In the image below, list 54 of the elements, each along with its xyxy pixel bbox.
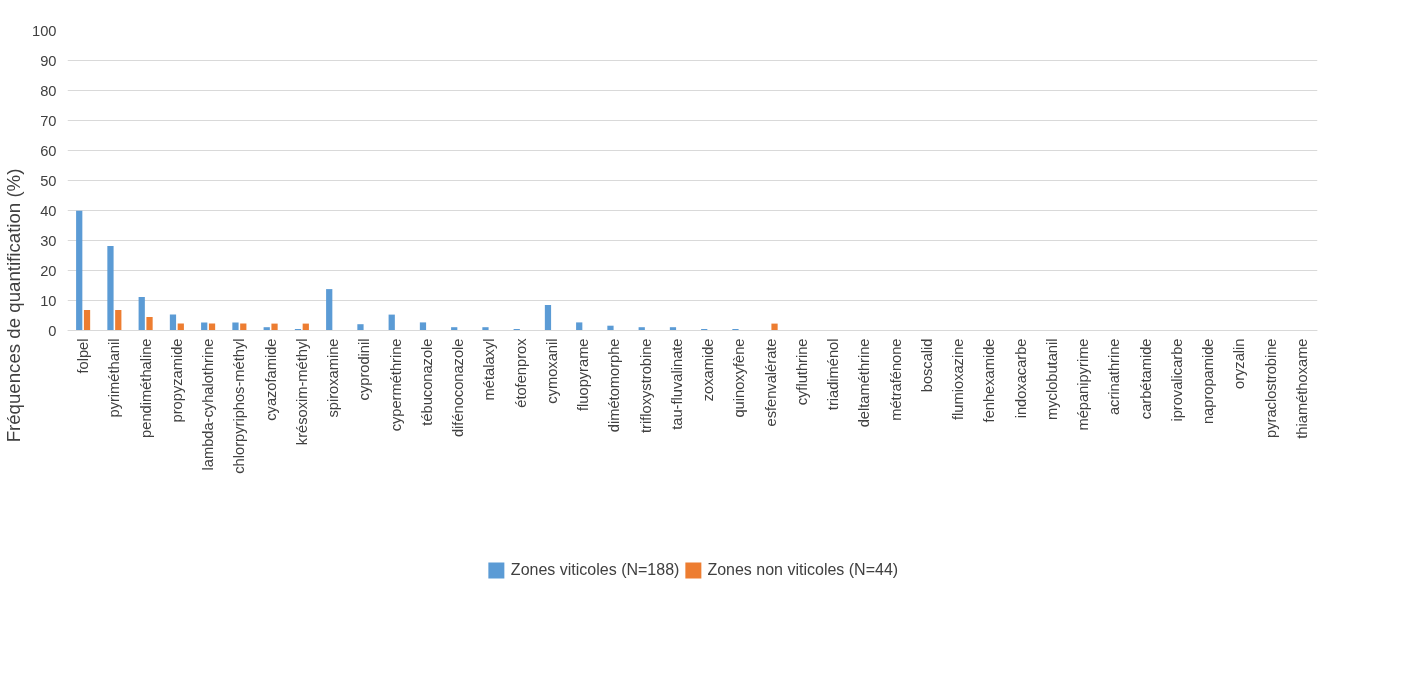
- x-tick-label: chlorpyriphos-méthyl: [231, 338, 248, 474]
- y-tick-label: 100: [32, 22, 57, 39]
- x-tick-label: quinoxyfène: [731, 338, 748, 418]
- x-tick-label: cyazofamide: [262, 338, 279, 421]
- x-tick-label: thiaméthoxame: [1293, 338, 1310, 439]
- x-tick-label: cyperméthrine: [387, 338, 404, 432]
- x-tick-label: deltaméthrine: [856, 338, 873, 428]
- x-tick-label: lambda-cyhalothrine: [200, 338, 217, 471]
- x-tick-label: métrafénone: [887, 338, 904, 421]
- x-tick-label: zoxamide: [700, 338, 717, 402]
- x-tick-label: spiroxamine: [325, 338, 342, 418]
- x-tick-label: propyzamide: [168, 338, 185, 423]
- y-tick-label: 10: [40, 292, 57, 309]
- y-tick-label: 60: [40, 142, 57, 159]
- x-tick-label: cyfluthrine: [793, 338, 810, 406]
- x-tick-label: difénoconazole: [450, 338, 467, 438]
- x-tick-label: napropamide: [1200, 338, 1217, 425]
- x-tick-label: fenhexamide: [981, 338, 998, 423]
- x-tick-label: acrinathrine: [1106, 338, 1123, 416]
- x-tick-label: oryzalin: [1231, 338, 1248, 389]
- x-tick-label: iprovalicarbe: [1168, 338, 1185, 422]
- y-tick-label: 80: [40, 82, 57, 99]
- x-tick-label: pyriméthanil: [106, 338, 123, 418]
- x-tick-label: fluopyrame: [575, 338, 592, 411]
- x-tick-label: cymoxanil: [543, 338, 560, 404]
- x-tick-label: myclobutanil: [1043, 338, 1060, 420]
- x-tick-label: esfenvalérate: [762, 338, 779, 427]
- x-tick-label: indoxacarbe: [1012, 338, 1029, 419]
- x-tick-label: tau-fluvalinate: [668, 338, 685, 430]
- y-tick-label: 0: [48, 322, 57, 339]
- y-axis-title: Fréquences de quantification (%): [3, 168, 25, 443]
- x-tick-label: boscalid: [918, 338, 935, 393]
- y-tick-label: 20: [40, 262, 57, 279]
- y-tick-label: 70: [40, 112, 57, 129]
- x-tick-label: dimétomorphe: [606, 338, 623, 433]
- y-tick-label: 40: [40, 202, 57, 219]
- x-tick-label: flumioxazine: [950, 338, 967, 420]
- x-tick-label: carbétamide: [1137, 338, 1154, 420]
- legend-label: Zones viticoles (N=188): [510, 561, 680, 579]
- y-tick-label: 50: [40, 172, 57, 189]
- x-tick-label: métalaxyl: [481, 338, 498, 401]
- x-tick-label: krésoxim-méthyl: [293, 338, 310, 446]
- x-tick-label: cyprodinil: [356, 338, 373, 401]
- x-tick-label: pendiméthaline: [137, 338, 154, 438]
- x-tick-label: pyraclostrobine: [1262, 338, 1279, 438]
- y-tick-label: 90: [40, 52, 57, 69]
- x-tick-label: tébuconazole: [418, 338, 435, 426]
- x-tick-label: trifloxystrobine: [637, 338, 654, 433]
- legend-label: Zones non viticoles (N=44): [707, 561, 899, 579]
- x-tick-label: mépanipyrime: [1075, 338, 1092, 431]
- y-tick-label: 30: [40, 232, 57, 249]
- x-tick-label: étofenprox: [512, 337, 529, 408]
- x-tick-label: folpel: [75, 338, 92, 374]
- x-tick-label: triadiménol: [825, 338, 842, 411]
